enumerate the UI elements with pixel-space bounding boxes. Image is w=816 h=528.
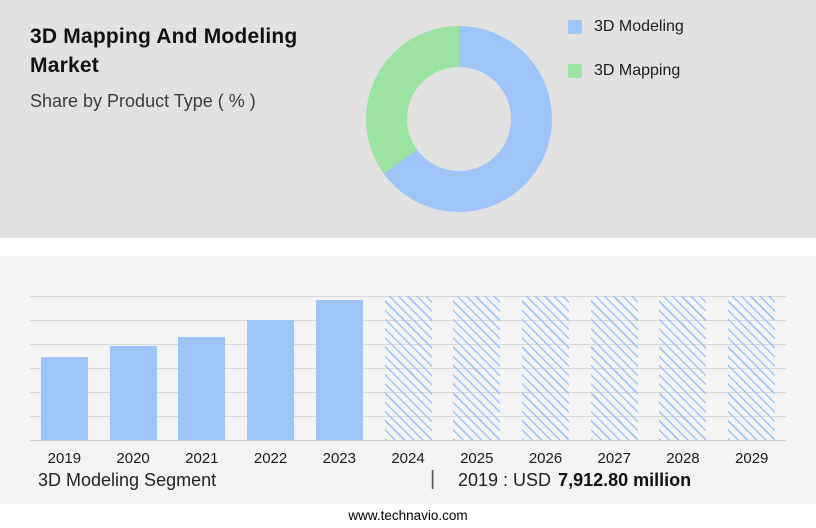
bar-chart-plot <box>30 296 786 441</box>
chart-subtitle: Share by Product Type ( % ) <box>30 90 256 111</box>
caption-separator: | <box>430 468 436 490</box>
bar-forecast <box>728 296 776 440</box>
x-axis: 2019 2020 2021 2022 2023 2024 2025 2026 2027 2028… <box>30 450 786 467</box>
bar-forecast <box>659 296 707 440</box>
market-size-prefix: 2019 : USD <box>458 470 552 490</box>
bar-forecast <box>590 296 638 440</box>
segment-caption: 3D Modeling Segment <box>38 470 217 490</box>
x-axis-label: 2021 <box>185 450 219 467</box>
x-axis-label: 2027 <box>597 450 631 467</box>
website-footer: www.technavio.com <box>348 508 468 523</box>
legend-swatch-modeling <box>568 20 582 34</box>
bar-slot <box>374 296 443 440</box>
bar-chart: 2019 2020 2021 2022 2023 2024 2025 2026 2027 2028… <box>30 296 786 467</box>
title-block: 3D Mapping And Modeling Market Share by … <box>30 22 345 112</box>
x-axis-label: 2025 <box>460 450 494 467</box>
page-title: 3D Mapping And Modeling Market <box>30 25 298 78</box>
bar-slot <box>580 296 649 440</box>
x-axis-label: 2020 <box>116 450 150 467</box>
header-panel: 3D Mapping And Modeling Market Share by … <box>0 0 816 238</box>
x-axis-label: 2019 <box>47 450 82 467</box>
legend-label-mapping: 3D Mapping <box>594 62 681 79</box>
legend-item-mapping: 3D Mapping <box>568 62 684 80</box>
x-axis-label: 2028 <box>666 450 700 467</box>
bar-actual <box>247 320 295 440</box>
bar-forecast <box>384 296 432 440</box>
market-size-value: 7,912.80 million <box>558 470 692 490</box>
bar-slot <box>717 296 786 440</box>
bar-slot <box>167 296 236 440</box>
bar-slot <box>511 296 580 440</box>
bar-actual <box>109 346 157 440</box>
bar-chart-panel: 2019 2020 2021 2022 2023 2024 2025 2026 2027 2028… <box>0 256 816 504</box>
bar-slot <box>236 296 305 440</box>
bar-actual <box>178 337 226 440</box>
x-axis-label: 2026 <box>528 450 563 467</box>
x-axis-label: 2029 <box>735 450 769 467</box>
x-axis-label: 2023 <box>322 450 356 467</box>
market-size-caption: 2019 : USD 7,912.80 million <box>458 470 691 491</box>
x-axis-label: 2024 <box>391 450 425 467</box>
bar-slot <box>99 296 168 440</box>
legend-swatch-mapping <box>568 64 582 78</box>
bar-forecast <box>522 296 569 440</box>
legend-item-modeling: 3D Modeling <box>568 18 684 36</box>
x-axis-label: 2022 <box>253 450 288 467</box>
legend: 3D Modeling 3D Mapping <box>568 18 684 106</box>
bar-slot <box>30 296 99 440</box>
bar-actual <box>315 300 363 440</box>
bar-slot <box>305 296 374 440</box>
donut-chart <box>366 26 552 212</box>
bar-slot <box>442 296 511 440</box>
bar-actual <box>40 356 88 440</box>
bar-forecast <box>453 296 501 440</box>
bar-slot <box>649 296 718 440</box>
legend-label-modeling: 3D Modeling <box>594 18 684 35</box>
